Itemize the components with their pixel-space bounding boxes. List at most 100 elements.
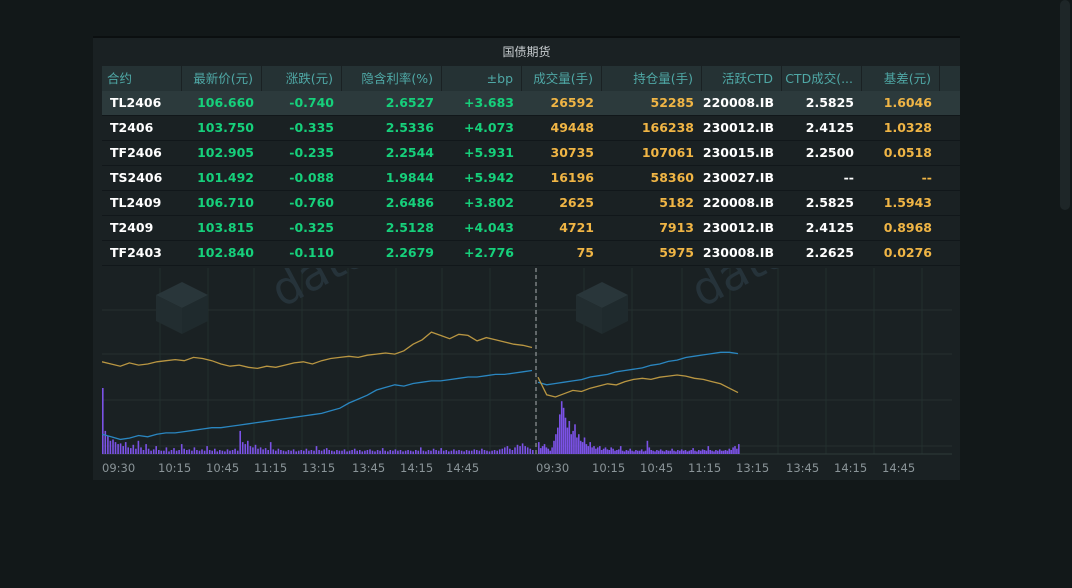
volume-bar (331, 450, 333, 454)
column-header-basis[interactable]: 基差(元) (862, 66, 940, 91)
column-header-implied-rate[interactable]: 隐含利率(%) (342, 66, 442, 91)
volume-bar (562, 407, 565, 454)
column-header-last-price[interactable]: 最新价(元) (182, 66, 262, 91)
volume-bar (698, 450, 700, 454)
volume-bar (564, 417, 567, 454)
table-row[interactable]: T2409 103.815 -0.325 2.5128 +4.043 4721 7913 23… (102, 216, 960, 241)
volume-bar (175, 450, 178, 454)
cell-implied-rate: 2.2679 (385, 245, 434, 260)
volume-bar (709, 450, 711, 454)
volume-bar (422, 450, 425, 454)
column-header-active-ctd[interactable]: 活跃CTD (702, 66, 782, 91)
volume-bar (694, 450, 696, 454)
volume-bar (259, 447, 262, 454)
column-header-bp[interactable]: ±bp (442, 66, 522, 91)
volume-bar (407, 450, 409, 454)
cell-change: -0.740 (289, 95, 334, 110)
volume-bar (481, 448, 483, 454)
volume-bar (679, 450, 681, 454)
volume-bar (415, 450, 417, 454)
volume-bar (348, 450, 351, 454)
volume-bar (384, 450, 386, 454)
volume-bar (699, 450, 702, 454)
volume-bar (117, 444, 119, 454)
volume-bar (538, 442, 540, 454)
volume-bar (295, 451, 297, 454)
cell-last-price: 103.815 (197, 220, 254, 235)
cell-implied-rate: 2.6527 (385, 95, 434, 110)
table-row[interactable]: TL2406 106.660 -0.740 2.6527 +3.683 26592 5228… (102, 91, 960, 116)
volume-bar (458, 450, 460, 454)
volume-bar (287, 450, 290, 454)
volume-bar (104, 430, 107, 454)
column-header-volume[interactable]: 成交量(手) (522, 66, 602, 91)
volume-bar (320, 450, 323, 454)
table-row[interactable]: TL2409 106.710 -0.760 2.6486 +3.802 2625 5182 2… (102, 191, 960, 216)
cell-basis: 0.0276 (883, 245, 932, 260)
volume-bar (124, 442, 127, 454)
cell-basis: 1.5943 (883, 195, 932, 210)
volume-bar (726, 450, 729, 454)
volume-bar (684, 450, 687, 454)
volume-bar (427, 450, 430, 454)
volume-bar (325, 448, 328, 454)
column-header-contract[interactable]: 合约 (102, 66, 182, 91)
column-header-change[interactable]: 涨跌(元) (262, 66, 342, 91)
volume-bar (576, 437, 578, 454)
volume-bar (208, 450, 211, 454)
volume-bar (234, 448, 236, 454)
x-tick-label: 13:15 (736, 461, 769, 475)
volume-bar (142, 450, 145, 454)
cell-active-ctd: 230012.IB (702, 120, 774, 135)
cell-last-price: 103.750 (197, 120, 254, 135)
cell-ctd-price: 2.4125 (805, 120, 854, 135)
table-row[interactable]: TF2403 102.840 -0.110 2.2679 +2.776 75 5975 230… (102, 241, 960, 266)
volume-bar (374, 451, 376, 454)
volume-bar (572, 430, 574, 454)
volume-bar (247, 440, 249, 454)
volume-bar (392, 450, 394, 454)
table-row[interactable]: TS2406 101.492 -0.088 1.9844 +5.942 16196 5836… (102, 166, 960, 191)
volume-bar (529, 448, 532, 454)
volume-bar (585, 444, 588, 454)
volume-bar (637, 450, 639, 454)
volume-bar (297, 450, 300, 454)
volume-bar (625, 450, 628, 454)
volume-bar (581, 442, 584, 454)
volume-bar (545, 447, 548, 454)
cell-contract: TL2406 (110, 95, 162, 110)
volume-bar (680, 449, 683, 454)
table-row[interactable]: TF2406 102.905 -0.235 2.2544 +5.931 30735 1070… (102, 141, 960, 166)
volume-bar (122, 446, 124, 454)
volume-bar (112, 439, 114, 454)
volume-bar (713, 451, 715, 454)
cell-ctd-price: 2.2500 (805, 145, 854, 160)
volume-bar (616, 450, 618, 454)
volume-bar (425, 451, 427, 454)
volume-bar (578, 434, 580, 454)
watermark-logo (576, 295, 602, 334)
volume-bar (738, 444, 740, 454)
volume-bar (600, 450, 603, 454)
column-header-open-interest[interactable]: 持仓量(手) (602, 66, 702, 91)
x-tick-label: 09:30 (102, 461, 135, 475)
window-scrollbar[interactable] (1060, 0, 1070, 210)
volume-bar (658, 450, 660, 454)
cell-basis: 0.0518 (883, 145, 932, 160)
volume-bar (652, 450, 654, 454)
volume-bar (491, 450, 493, 454)
x-tick-label: 10:15 (158, 461, 191, 475)
volume-bar (631, 450, 633, 454)
volume-bar (285, 451, 287, 454)
volume-bar (465, 450, 468, 454)
volume-bar (241, 442, 244, 454)
volume-bar (239, 430, 241, 454)
column-header-ctd-price[interactable]: CTD成交(... (782, 66, 862, 91)
volume-bar (551, 447, 553, 454)
volume-bar (642, 451, 645, 454)
volume-bar (102, 388, 104, 454)
volume-bar (453, 449, 455, 454)
volume-bar (553, 440, 555, 454)
table-row[interactable]: T2406 103.750 -0.335 2.5336 +4.073 49448 16623… (102, 116, 960, 141)
volume-bar (486, 450, 488, 454)
